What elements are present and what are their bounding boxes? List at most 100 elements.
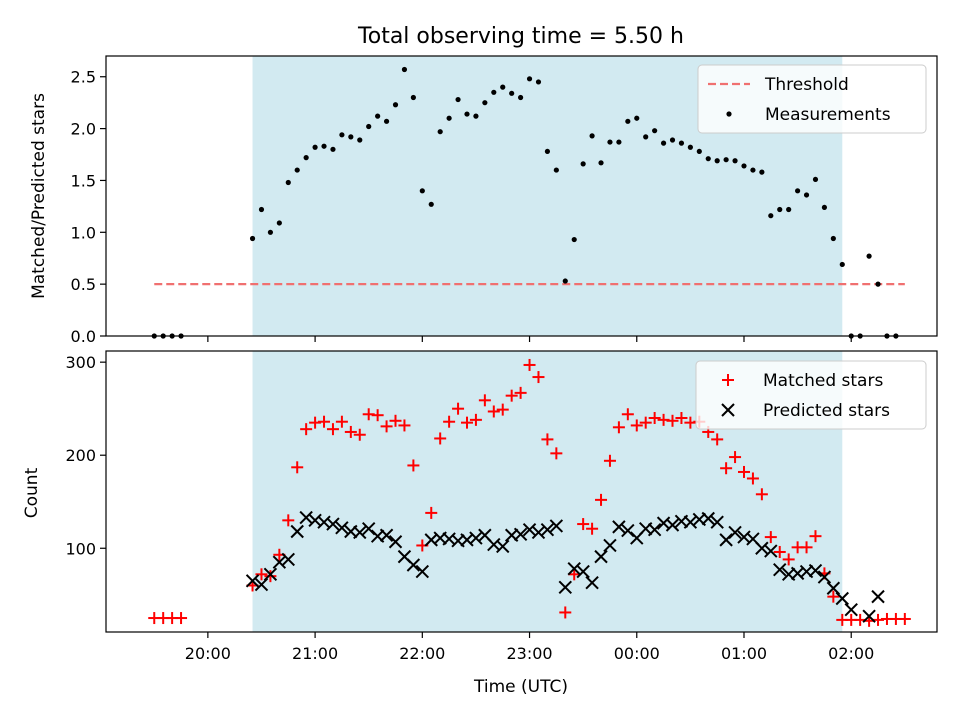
measurement-point — [348, 134, 354, 140]
measurement-point — [258, 206, 265, 213]
y-tick-label: 1.0 — [71, 223, 96, 242]
measurement-point — [562, 278, 568, 284]
legend-predicted-swatch — [721, 403, 735, 417]
predicted-stars-point — [683, 515, 698, 529]
x-tick-label: 22:00 — [399, 644, 445, 663]
measurement-point — [625, 118, 631, 124]
measurement-point — [321, 143, 327, 149]
predicted-stars-point — [549, 519, 564, 533]
matched-stars-point — [344, 425, 357, 438]
predicted-stars-point — [585, 575, 599, 590]
measurement-point — [598, 160, 604, 166]
predicted-stars-point — [388, 535, 403, 549]
predicted-stars-point — [290, 524, 304, 539]
matched-stars-point — [559, 606, 572, 619]
top-axes-frame — [105, 55, 938, 337]
measurement-point — [759, 169, 765, 175]
top-y-axis-label: Matched/Predicted stars — [29, 93, 49, 299]
matched-stars-point — [282, 514, 295, 527]
matched-stars-point — [505, 389, 518, 402]
measurement-point — [643, 134, 649, 140]
measurement-point — [249, 235, 256, 242]
measurement-point — [392, 102, 399, 108]
matched-stars-point — [443, 415, 456, 428]
measurement-point — [571, 236, 577, 243]
measurement-point — [803, 192, 810, 198]
predicted-stars-point — [835, 591, 849, 606]
measurement-point — [839, 261, 845, 268]
predicted-stars-point — [299, 510, 313, 525]
legend-threshold-label: Threshold — [764, 75, 849, 95]
legend-matched-swatch — [722, 374, 734, 386]
measurement-point — [652, 128, 658, 134]
x-tick-label: 20:00 — [185, 644, 231, 663]
x-tick-label: 00:00 — [614, 644, 660, 663]
predicted-stars-point — [406, 558, 421, 572]
measurement-point — [616, 139, 622, 145]
measurement-point — [509, 90, 515, 96]
measurement-point — [366, 123, 372, 130]
matched-stars-point — [577, 518, 590, 531]
predicted-stars-point — [326, 517, 340, 531]
bottom-axes-frame — [105, 350, 938, 633]
predicted-stars-point — [755, 541, 769, 555]
y-tick-label: 100 — [65, 539, 96, 558]
legend-measurements-swatch — [726, 111, 732, 117]
matched-stars-point — [514, 386, 527, 399]
predicted-stars-point — [361, 522, 376, 536]
matched-stars-point — [460, 416, 473, 429]
matched-stars-point — [389, 414, 402, 427]
measurement-point — [768, 213, 774, 219]
predicted-stars-point — [272, 555, 287, 569]
measurement-point — [446, 115, 452, 121]
predicted-stars-point — [353, 525, 367, 540]
predicted-stars-point — [496, 539, 510, 554]
matched-stars-point — [737, 465, 750, 478]
matched-stars-point — [496, 403, 509, 416]
matched-stars-point — [755, 488, 768, 501]
measurement-point — [464, 111, 470, 117]
bottom-chart-panel: 100 200 300 20:00 21:00 22:00 23:00 00:00 01:00… — [22, 350, 938, 697]
predicted-stars-point — [513, 527, 528, 542]
matched-stars-point — [326, 423, 339, 436]
matched-stars-point — [335, 415, 348, 428]
matched-stars-point — [595, 493, 608, 506]
predicted-stars-point — [701, 511, 715, 526]
legend-matched-label: Matched stars — [763, 371, 883, 391]
measurement-point — [830, 235, 836, 242]
matched-stars-point — [809, 530, 822, 543]
predicted-stars-point — [773, 562, 787, 577]
top-y-ticks: 0.0 0.5 1.0 1.5 2.0 2.5 — [71, 68, 106, 346]
predicted-stars-point — [647, 522, 662, 537]
measurement-point — [553, 167, 559, 173]
matched-stars-point — [550, 447, 563, 460]
measurement-point — [500, 84, 506, 90]
matched-stars-point — [425, 506, 438, 519]
matched-stars-point — [255, 568, 268, 581]
measurement-point — [723, 157, 729, 163]
matched-stars-point — [827, 590, 840, 603]
top-x-ticks — [207, 336, 852, 342]
top-legend-box — [697, 64, 927, 134]
predicted-stars-point — [531, 525, 546, 540]
legend-measurements-label: Measurements — [765, 105, 891, 125]
top-plot-marks — [151, 66, 905, 339]
predicted-stars-point — [594, 549, 608, 564]
y-tick-label: 2.0 — [71, 120, 96, 139]
measurement-point — [660, 140, 667, 146]
measurement-point — [866, 253, 872, 259]
measurement-point — [357, 137, 363, 143]
predicted-stars-point — [245, 574, 260, 588]
matched-stars-point — [523, 358, 536, 371]
y-tick-label: 0.0 — [71, 327, 96, 346]
measurement-point — [777, 206, 783, 213]
matched-stars-point — [407, 459, 420, 472]
predicted-stars-point — [567, 562, 581, 576]
matched-stars-point — [532, 371, 545, 384]
measurement-point — [812, 176, 819, 183]
measurement-point — [375, 113, 381, 119]
measurement-point — [383, 118, 390, 124]
matched-stars-point — [568, 568, 581, 581]
x-tick-label: 02:00 — [828, 644, 874, 663]
matched-stars-point — [175, 612, 188, 625]
